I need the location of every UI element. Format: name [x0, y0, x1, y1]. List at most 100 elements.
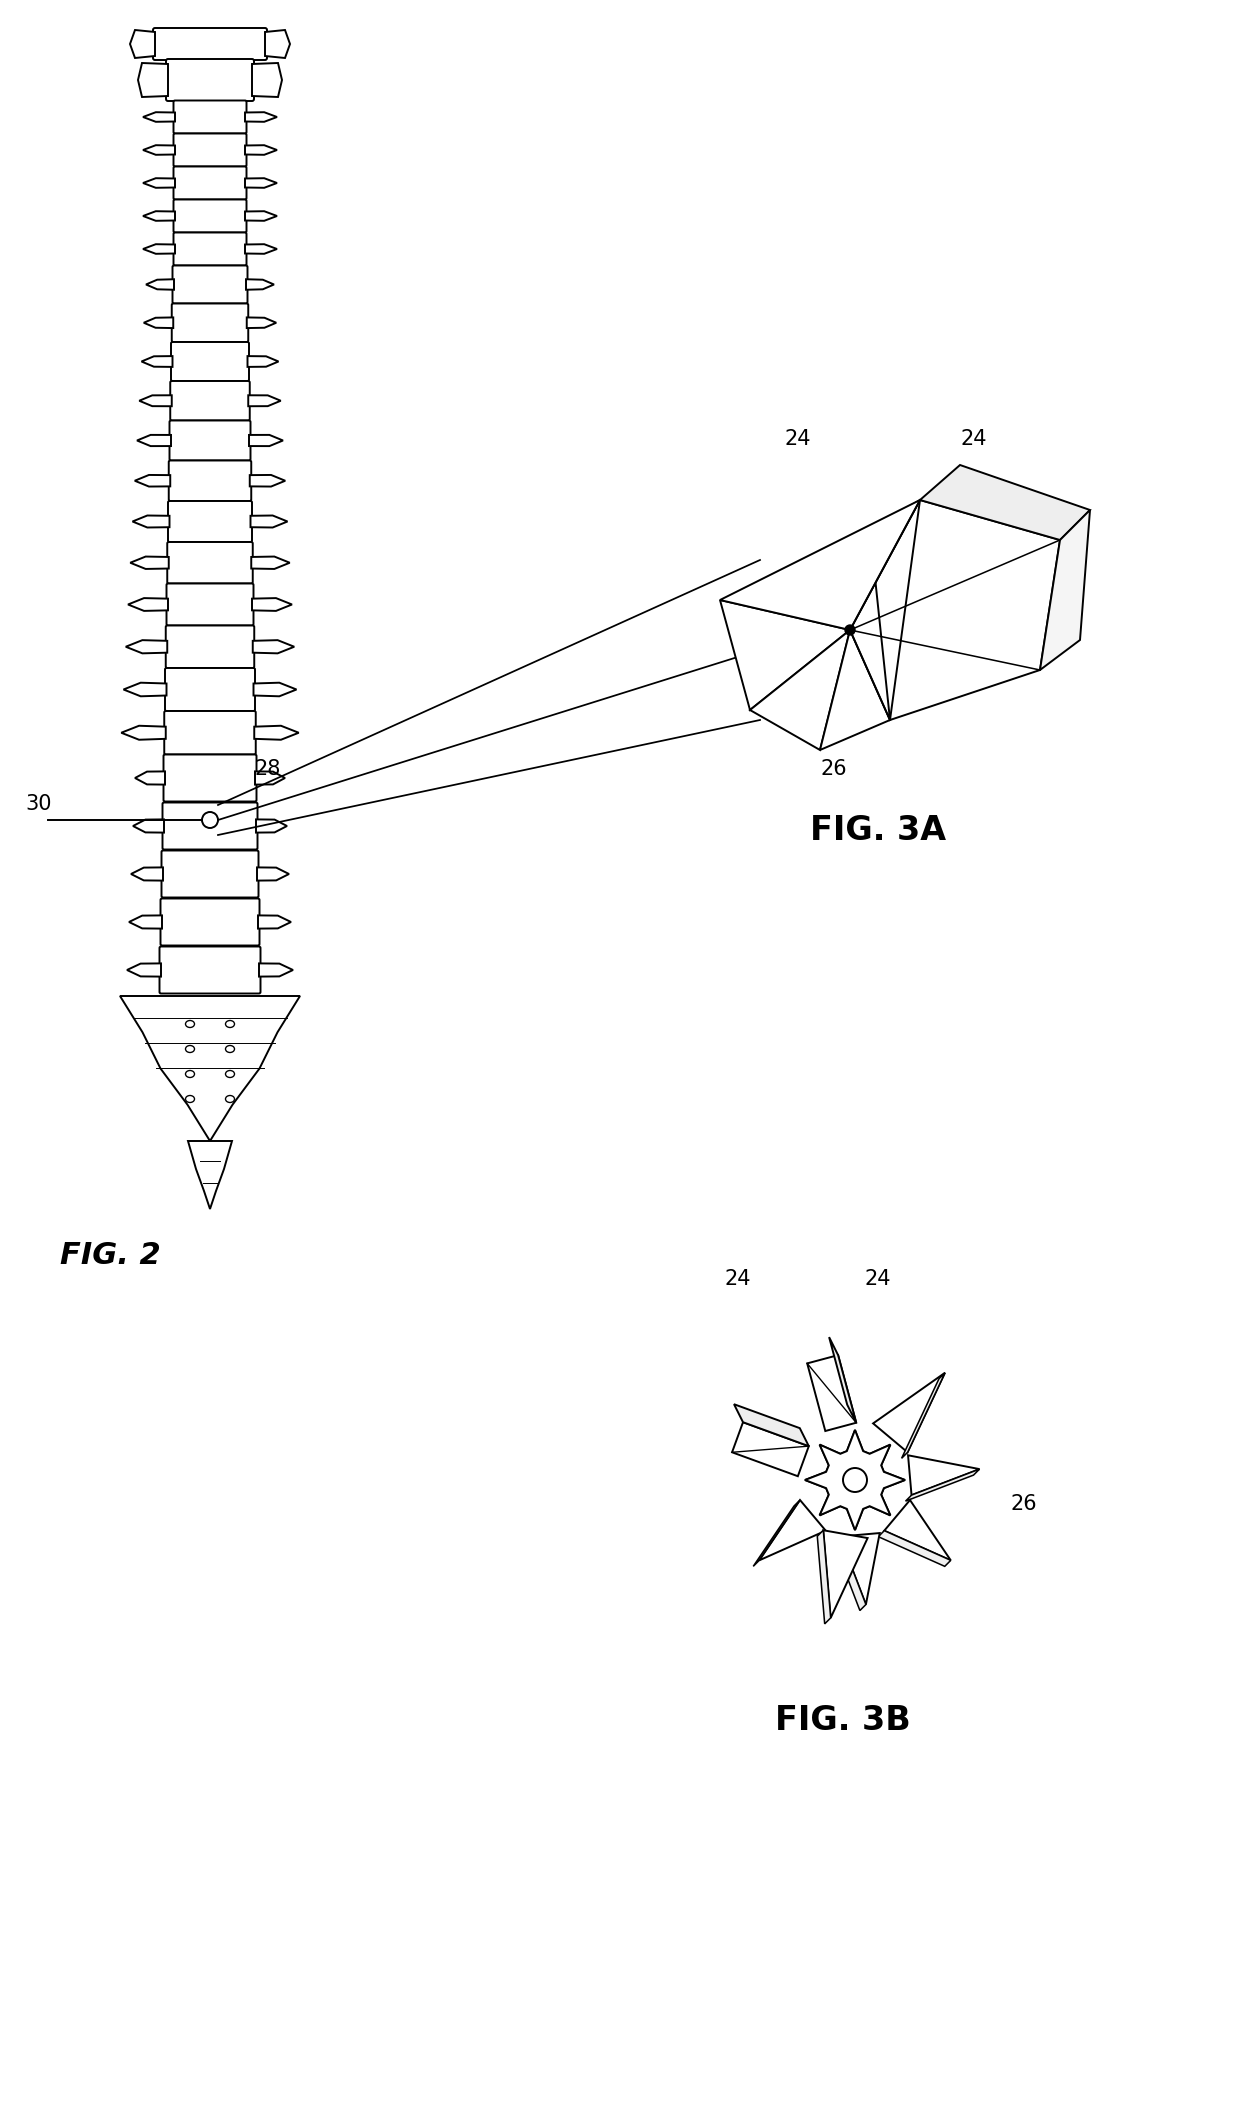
FancyBboxPatch shape [172, 303, 248, 343]
FancyBboxPatch shape [153, 27, 267, 61]
Polygon shape [124, 682, 166, 696]
Polygon shape [130, 558, 169, 568]
FancyBboxPatch shape [166, 583, 253, 625]
Polygon shape [732, 1422, 808, 1477]
FancyBboxPatch shape [174, 234, 247, 265]
Polygon shape [259, 964, 293, 976]
Polygon shape [255, 772, 285, 785]
Text: 26: 26 [820, 760, 847, 778]
Polygon shape [252, 598, 291, 610]
Polygon shape [144, 318, 174, 328]
Text: FIG. 3B: FIG. 3B [775, 1704, 910, 1738]
Polygon shape [265, 29, 290, 59]
Polygon shape [125, 640, 167, 654]
FancyBboxPatch shape [172, 265, 248, 303]
Polygon shape [141, 356, 172, 366]
Polygon shape [136, 436, 171, 446]
Text: 24: 24 [960, 429, 987, 448]
Polygon shape [143, 179, 175, 187]
Polygon shape [849, 501, 920, 629]
Ellipse shape [186, 1071, 195, 1077]
Polygon shape [805, 1431, 905, 1530]
Polygon shape [143, 210, 175, 221]
Polygon shape [759, 1500, 826, 1561]
Polygon shape [1040, 509, 1090, 669]
FancyBboxPatch shape [167, 501, 252, 543]
Polygon shape [890, 501, 1060, 720]
Polygon shape [143, 244, 175, 255]
FancyBboxPatch shape [170, 381, 249, 421]
FancyBboxPatch shape [160, 947, 260, 993]
Polygon shape [254, 726, 299, 741]
Polygon shape [247, 318, 277, 328]
FancyBboxPatch shape [166, 625, 254, 667]
Ellipse shape [226, 1071, 234, 1077]
Polygon shape [823, 1530, 868, 1618]
FancyBboxPatch shape [160, 898, 259, 945]
Polygon shape [753, 1500, 800, 1565]
Polygon shape [246, 179, 277, 187]
Ellipse shape [226, 1020, 234, 1027]
Polygon shape [878, 1532, 951, 1565]
Ellipse shape [226, 1046, 234, 1052]
Text: 24: 24 [725, 1269, 751, 1290]
Polygon shape [817, 1530, 831, 1624]
Polygon shape [720, 600, 849, 709]
Ellipse shape [186, 1096, 195, 1102]
FancyBboxPatch shape [164, 755, 257, 802]
Polygon shape [253, 682, 296, 696]
Polygon shape [908, 1456, 980, 1496]
FancyBboxPatch shape [166, 59, 254, 101]
Text: 28: 28 [255, 760, 281, 778]
FancyBboxPatch shape [167, 543, 253, 583]
Polygon shape [249, 436, 283, 446]
Polygon shape [120, 995, 300, 1140]
FancyBboxPatch shape [170, 421, 250, 461]
Polygon shape [135, 772, 165, 785]
Polygon shape [807, 1355, 856, 1431]
Polygon shape [849, 530, 890, 720]
Polygon shape [139, 396, 172, 406]
Text: FIG. 3A: FIG. 3A [810, 814, 946, 848]
Polygon shape [143, 112, 175, 122]
Polygon shape [129, 915, 162, 928]
Text: 24: 24 [785, 429, 811, 448]
Polygon shape [188, 1140, 232, 1210]
FancyBboxPatch shape [169, 461, 252, 501]
Polygon shape [130, 29, 155, 59]
FancyBboxPatch shape [174, 133, 247, 166]
Polygon shape [720, 501, 920, 629]
Text: 26: 26 [1011, 1494, 1037, 1515]
Polygon shape [122, 726, 166, 741]
FancyBboxPatch shape [171, 343, 249, 381]
Polygon shape [805, 1431, 905, 1530]
Polygon shape [252, 558, 290, 568]
Polygon shape [131, 867, 162, 882]
Polygon shape [248, 396, 280, 406]
Polygon shape [905, 1469, 980, 1500]
Polygon shape [246, 244, 277, 255]
FancyBboxPatch shape [174, 200, 247, 234]
Text: 24: 24 [866, 1269, 892, 1290]
Polygon shape [146, 280, 174, 290]
Ellipse shape [226, 1096, 234, 1102]
Circle shape [202, 812, 218, 829]
Polygon shape [750, 629, 849, 749]
Polygon shape [249, 476, 285, 486]
Polygon shape [138, 63, 167, 97]
Polygon shape [252, 63, 281, 97]
Text: 30: 30 [25, 793, 52, 814]
Polygon shape [250, 515, 288, 528]
Polygon shape [246, 145, 277, 156]
Polygon shape [820, 629, 890, 749]
Polygon shape [901, 1372, 945, 1458]
FancyBboxPatch shape [161, 850, 258, 898]
Polygon shape [128, 598, 167, 610]
FancyBboxPatch shape [162, 802, 258, 850]
Polygon shape [873, 1372, 945, 1452]
Polygon shape [135, 476, 170, 486]
Polygon shape [246, 210, 277, 221]
FancyBboxPatch shape [174, 101, 247, 133]
Polygon shape [248, 356, 279, 366]
FancyBboxPatch shape [165, 667, 255, 711]
